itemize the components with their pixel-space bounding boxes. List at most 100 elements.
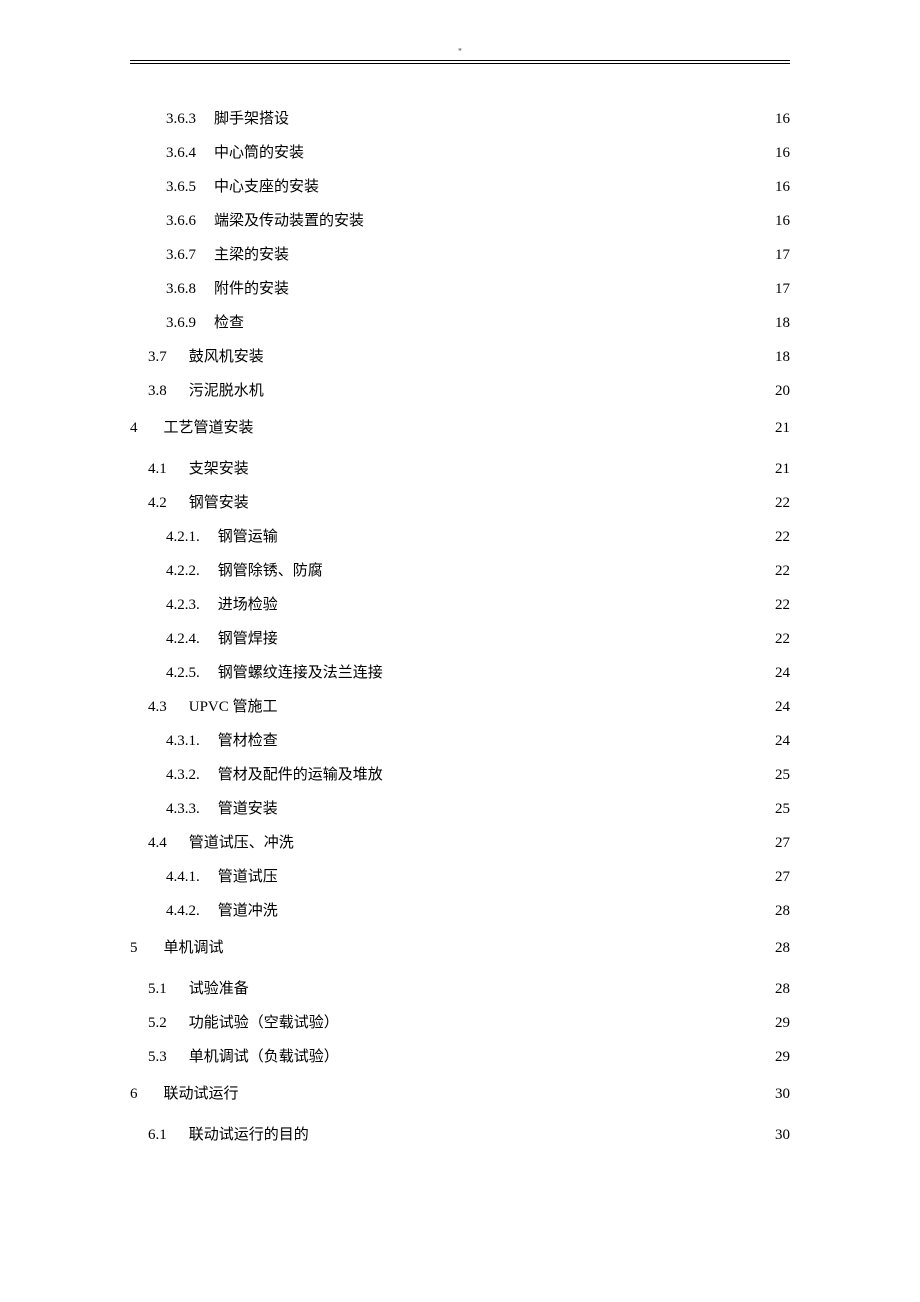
toc-entry-title: 管材检查 xyxy=(218,734,278,749)
toc-entry-number: 3.8 xyxy=(148,384,167,399)
toc-entry-title: 检查 xyxy=(214,316,244,331)
toc-entry: 5 单机调试 28 xyxy=(130,941,790,956)
toc-entry-title: 联动试运行 xyxy=(164,1087,239,1102)
toc-entry-title: 试验准备 xyxy=(189,982,249,997)
toc-entry-page: 28 xyxy=(775,982,790,997)
toc-entry-page: 18 xyxy=(775,350,790,365)
toc-entry-page: 17 xyxy=(775,282,790,297)
toc-entry-title: 进场检验 xyxy=(218,598,278,613)
toc-entry: 4.2 钢管安装 22 xyxy=(130,496,790,511)
toc-entry: 3.8污泥脱水机20 xyxy=(130,384,790,399)
toc-entry-number: 4.3.3. xyxy=(166,802,200,817)
toc-entry: 4.4.2. 管道冲洗 28 xyxy=(130,904,790,919)
toc-entry-page: 24 xyxy=(775,700,790,715)
toc-entry-number: 4.1 xyxy=(148,462,167,477)
toc-entry: 3.6.4中心筒的安装16 xyxy=(130,146,790,161)
toc-entry-title: 钢管运输 xyxy=(218,530,278,545)
toc-entry-page: 24 xyxy=(775,734,790,749)
toc-entry: 4.2.2. 钢管除锈、防腐 22 xyxy=(130,564,790,579)
toc-entry-page: 22 xyxy=(775,530,790,545)
toc-entry: 4.3.2.管材及配件的运输及堆放25 xyxy=(130,768,790,783)
document-page: " 3.6.3脚手架搭设16 3.6.4中心筒的安装16 3.6.5 中心支座的安装 1… xyxy=(0,0,920,1222)
toc-entry-page: 27 xyxy=(775,870,790,885)
toc-entry-title: 管材及配件的运输及堆放 xyxy=(218,768,383,783)
toc-entry-page: 16 xyxy=(775,180,790,195)
toc-entry-page: 30 xyxy=(775,1087,790,1102)
toc-entry-number: 5 xyxy=(130,941,138,956)
toc-entry-title: 钢管除锈、防腐 xyxy=(218,564,323,579)
toc-entry: 3.7 鼓风机安装 18 xyxy=(130,350,790,365)
toc-entry-title: 钢管螺纹连接及法兰连接 xyxy=(218,666,383,681)
toc-entry-page: 16 xyxy=(775,146,790,161)
toc-entry-number: 3.6.8 xyxy=(166,282,196,297)
toc-entry-number: 3.7 xyxy=(148,350,167,365)
toc-entry-page: 25 xyxy=(775,802,790,817)
toc-entry-page: 21 xyxy=(775,462,790,477)
toc-entry: 3.6.8附件的安装17 xyxy=(130,282,790,297)
toc-entry-title: 单机调试（负载试验） xyxy=(189,1050,339,1065)
toc-entry-number: 4.3.1. xyxy=(166,734,200,749)
toc-entry-number: 3.6.5 xyxy=(166,180,196,195)
toc-entry-number: 6 xyxy=(130,1087,138,1102)
toc-entry-page: 16 xyxy=(775,112,790,127)
toc-entry-page: 22 xyxy=(775,598,790,613)
toc-entry: 5.1 试验准备 28 xyxy=(130,982,790,997)
toc-entry-number: 4.2.4. xyxy=(166,632,200,647)
toc-entry: 3.6.9 检查 18 xyxy=(130,316,790,331)
toc-entry: 4.3.3.管道安装25 xyxy=(130,802,790,817)
toc-entry: 4 工艺管道安装 21 xyxy=(130,421,790,436)
toc-entry-title: 主梁的安装 xyxy=(214,248,289,263)
toc-entry-number: 5.2 xyxy=(148,1016,167,1031)
toc-entry-title: 污泥脱水机 xyxy=(189,384,264,399)
table-of-contents: 3.6.3脚手架搭设163.6.4中心筒的安装163.6.5中心支座的安装163… xyxy=(130,112,790,1143)
toc-entry-number: 4.2.5. xyxy=(166,666,200,681)
toc-entry-page: 16 xyxy=(775,214,790,229)
toc-entry-page: 30 xyxy=(775,1128,790,1143)
toc-entry-number: 4 xyxy=(130,421,138,436)
toc-entry-page: 17 xyxy=(775,248,790,263)
toc-entry-title: 鼓风机安装 xyxy=(189,350,264,365)
toc-entry: 3.6.3脚手架搭设16 xyxy=(130,112,790,127)
toc-entry-number: 4.3 xyxy=(148,700,167,715)
toc-entry-number: 4.2.2. xyxy=(166,564,200,579)
toc-entry-page: 24 xyxy=(775,666,790,681)
toc-entry-page: 22 xyxy=(775,564,790,579)
toc-entry-title: 管道冲洗 xyxy=(218,904,278,919)
toc-entry: 3.6.7 主梁的安装 17 xyxy=(130,248,790,263)
toc-entry-page: 22 xyxy=(775,496,790,511)
toc-entry: 5.2 功能试验（空载试验） 29 xyxy=(130,1016,790,1031)
toc-entry-page: 28 xyxy=(775,941,790,956)
toc-entry-title: 功能试验（空载试验） xyxy=(189,1016,339,1031)
toc-entry-number: 4.4.2. xyxy=(166,904,200,919)
toc-entry-title: 工艺管道安装 xyxy=(164,421,254,436)
toc-entry-number: 6.1 xyxy=(148,1128,167,1143)
toc-entry-title: 联动试运行的目的 xyxy=(189,1128,309,1143)
toc-entry-number: 4.2.1. xyxy=(166,530,200,545)
toc-entry: 3.6.6端梁及传动装置的安装16 xyxy=(130,214,790,229)
toc-entry-title: 管道试压 xyxy=(218,870,278,885)
toc-entry-number: 5.1 xyxy=(148,982,167,997)
toc-entry-number: 3.6.9 xyxy=(166,316,196,331)
toc-entry-page: 21 xyxy=(775,421,790,436)
toc-entry-title: 单机调试 xyxy=(164,941,224,956)
toc-entry-title: 中心支座的安装 xyxy=(214,180,319,195)
toc-entry-page: 27 xyxy=(775,836,790,851)
toc-entry-title: 管道试压、冲洗 xyxy=(189,836,294,851)
toc-entry: 4.3.1. 管材检查 24 xyxy=(130,734,790,749)
toc-entry-title: 钢管安装 xyxy=(189,496,249,511)
toc-entry: 6 联动试运行 30 xyxy=(130,1087,790,1102)
toc-entry: 4.2.5. 钢管螺纹连接及法兰连接 24 xyxy=(130,666,790,681)
toc-entry-number: 4.3.2. xyxy=(166,768,200,783)
toc-entry-page: 18 xyxy=(775,316,790,331)
toc-entry-page: 29 xyxy=(775,1050,790,1065)
toc-entry: 4.3UPVC 管施工24 xyxy=(130,700,790,715)
toc-entry: 4.2.4.钢管焊接22 xyxy=(130,632,790,647)
toc-entry: 4.1支架安装21 xyxy=(130,462,790,477)
toc-entry-title: 钢管焊接 xyxy=(218,632,278,647)
header-rule: " xyxy=(130,60,790,64)
toc-entry-page: 29 xyxy=(775,1016,790,1031)
toc-entry: 4.4.1.管道试压27 xyxy=(130,870,790,885)
toc-entry-number: 3.6.7 xyxy=(166,248,196,263)
toc-entry-number: 4.2 xyxy=(148,496,167,511)
toc-entry-page: 28 xyxy=(775,904,790,919)
